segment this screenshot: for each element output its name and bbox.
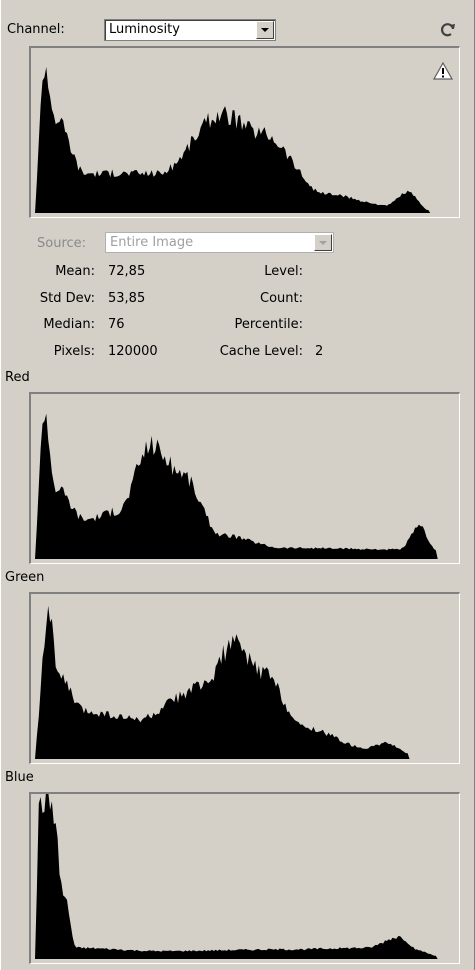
count-label: Count: [260, 291, 303, 306]
histogram-area [35, 413, 449, 559]
histogram-area [35, 67, 449, 213]
histogram-area [35, 794, 449, 959]
histogram-area [35, 605, 449, 759]
warning-icon[interactable] [433, 62, 453, 80]
level-label: Level: [264, 264, 303, 279]
channel-select-value: Luminosity [109, 22, 180, 37]
chevron-down-icon [314, 234, 332, 251]
channel-label: Channel: [7, 22, 65, 37]
luminosity-histogram [29, 46, 460, 218]
mean-label: Mean: [55, 264, 95, 279]
source-select-value: Entire Image [110, 235, 194, 250]
percentile-label: Percentile: [234, 317, 303, 332]
median-value: 76 [108, 317, 125, 332]
source-select: Entire Image [105, 232, 334, 253]
green-histogram-plot [35, 605, 449, 759]
green-histogram [29, 592, 460, 764]
green-channel-label: Green [5, 570, 45, 585]
source-label: Source: [37, 236, 87, 251]
blue-histogram-plot [35, 794, 449, 959]
blue-channel-label: Blue [5, 770, 34, 785]
red-channel-label: Red [5, 370, 30, 385]
mean-value: 72,85 [108, 264, 146, 279]
cache-level-label: Cache Level: [219, 344, 303, 359]
red-histogram-plot [35, 413, 449, 559]
cache-level-value: 2 [315, 344, 324, 359]
luminosity-histogram-plot [35, 67, 449, 213]
stddev-value: 53,85 [108, 291, 146, 306]
pixels-value: 120000 [108, 344, 158, 359]
stddev-label: Std Dev: [39, 291, 95, 306]
blue-histogram [29, 792, 460, 964]
channel-select[interactable]: Luminosity [104, 19, 276, 41]
red-histogram [29, 392, 460, 564]
median-label: Median: [43, 317, 95, 332]
refresh-icon[interactable] [438, 20, 458, 40]
chevron-down-icon[interactable] [256, 21, 274, 39]
pixels-label: Pixels: [53, 344, 95, 359]
